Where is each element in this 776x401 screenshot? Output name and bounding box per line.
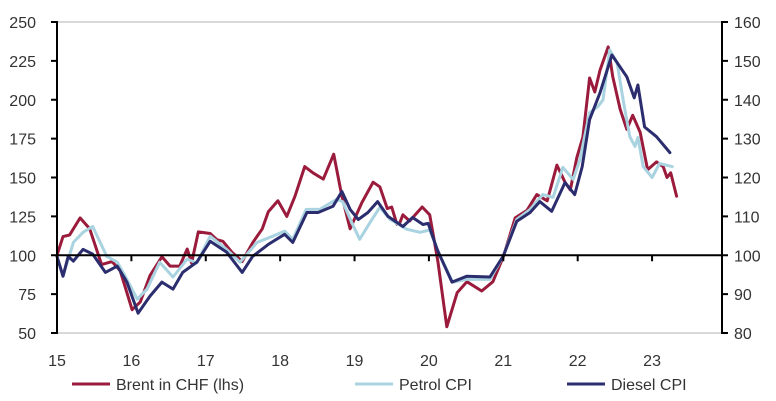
left-tick-label: 150 — [9, 171, 36, 188]
legend: Brent in CHF (lhs) Petrol CPI Diesel CPI — [72, 377, 687, 394]
left-tick-label: 75 — [18, 287, 36, 304]
x-tick-label: 15 — [48, 353, 66, 370]
frame-lines — [57, 21, 722, 334]
legend-label-3: Diesel CPI — [611, 377, 687, 394]
x-tick-label: 19 — [346, 353, 364, 370]
left-tick-label: 125 — [9, 209, 36, 226]
left-tick-label: 175 — [9, 132, 36, 149]
series-line-3 — [55, 53, 672, 315]
right-tick-label: 160 — [734, 15, 761, 32]
x-tick-label: 18 — [271, 353, 289, 370]
left-tick-label: 100 — [9, 248, 36, 265]
x-tick-label: 20 — [420, 353, 438, 370]
axes — [51, 21, 728, 334]
x-tick-label: 23 — [643, 353, 661, 370]
left-tick-label: 200 — [9, 93, 36, 110]
left-tick-label: 50 — [18, 326, 36, 343]
right-tick-label: 130 — [734, 132, 761, 149]
right-tick-label: 150 — [734, 54, 761, 71]
right-tick-label: 120 — [734, 171, 761, 188]
right-tick-label: 80 — [734, 326, 752, 343]
legend-label-2: Petrol CPI — [399, 377, 472, 394]
right-tick-label: 110 — [734, 209, 760, 226]
x-tick-label: 16 — [122, 353, 140, 370]
right-tick-label: 140 — [734, 93, 761, 110]
x-tick-label: 17 — [197, 353, 215, 370]
x-tick-label: 22 — [569, 353, 587, 370]
series-lines — [55, 45, 679, 329]
left-tick-label: 225 — [9, 54, 36, 71]
legend-label-1: Brent in CHF (lhs) — [116, 377, 244, 394]
series-line-1 — [55, 45, 679, 329]
right-tick-label: 100 — [734, 248, 761, 265]
left-tick-label: 250 — [9, 15, 36, 32]
tick-labels: 50 75 100 125 150 175 200 225 250 80 90 100 110 120 13… — [9, 15, 761, 370]
x-tick-label: 21 — [494, 353, 512, 370]
right-tick-label: 90 — [734, 287, 752, 304]
